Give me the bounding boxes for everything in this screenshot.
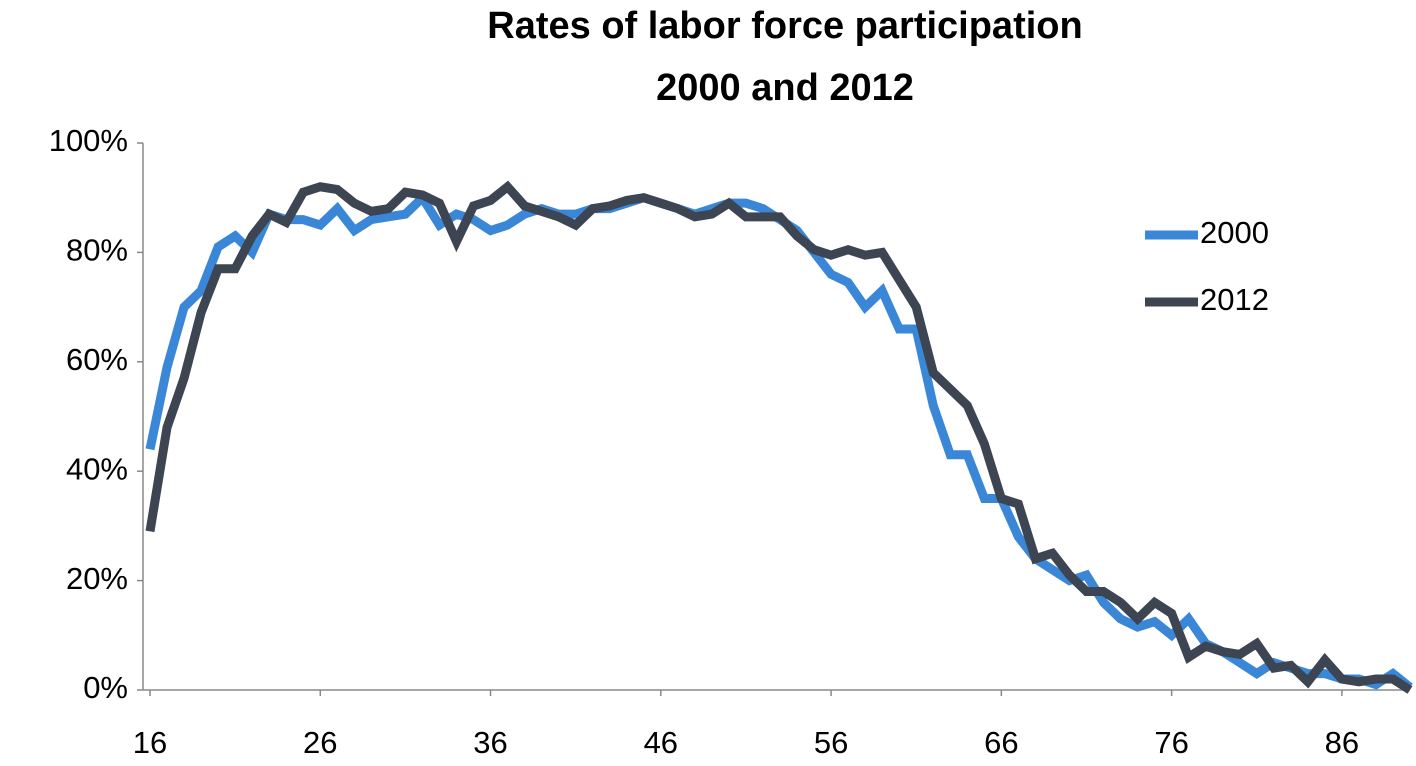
y-tick-label: 40% bbox=[66, 451, 128, 486]
series-line bbox=[145, 190, 1413, 691]
x-tick-label: 16 bbox=[133, 725, 167, 760]
x-tick-label: 46 bbox=[644, 725, 678, 760]
legend-label: 2012 bbox=[1200, 282, 1269, 317]
x-tick-label: 56 bbox=[814, 725, 848, 760]
chart-subtitle: 2000 and 2012 bbox=[656, 67, 914, 109]
x-tick-label: 66 bbox=[984, 725, 1018, 760]
series-line bbox=[145, 180, 1413, 694]
x-tick-label: 86 bbox=[1325, 725, 1359, 760]
y-tick-label: 0% bbox=[83, 670, 128, 705]
legend-label: 2000 bbox=[1200, 215, 1269, 250]
x-tick-label: 26 bbox=[303, 725, 337, 760]
chart-title: Rates of labor force participation bbox=[487, 5, 1082, 47]
y-tick-label: 20% bbox=[66, 561, 128, 596]
y-tick-label: 80% bbox=[66, 233, 128, 268]
y-tick-label: 100% bbox=[49, 123, 128, 158]
x-tick-label: 76 bbox=[1154, 725, 1188, 760]
x-tick-label: 36 bbox=[473, 725, 507, 760]
y-tick-label: 60% bbox=[66, 342, 128, 377]
